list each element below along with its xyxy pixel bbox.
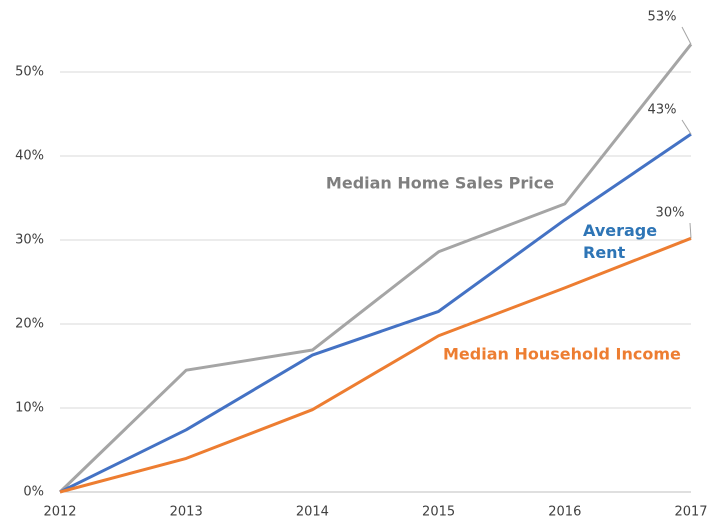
data-label: 30%: [656, 206, 685, 221]
data-label: 53%: [648, 10, 677, 25]
x-tick-label: 2012: [43, 505, 76, 520]
series-line: [59, 132, 692, 494]
series-line: [58, 43, 693, 494]
data-label: 43%: [648, 103, 677, 118]
x-tick-label: 2016: [548, 505, 581, 520]
y-tick-label: 0%: [23, 485, 44, 500]
x-tick-label: 2017: [674, 505, 707, 520]
series-line: [59, 236, 692, 494]
x-tick-label: 2013: [170, 505, 203, 520]
leader-line: [689, 222, 692, 239]
series-label: Average Rent: [583, 221, 657, 262]
leader-line: [681, 119, 692, 135]
y-tick-label: 30%: [15, 233, 44, 248]
y-tick-label: 20%: [15, 317, 44, 332]
series-label: Median Household Income: [443, 345, 681, 364]
y-tick-label: 40%: [15, 149, 44, 164]
leader-line: [681, 26, 692, 45]
x-tick-label: 2014: [296, 505, 329, 520]
y-tick-label: 50%: [15, 65, 44, 80]
x-tick-label: 2015: [422, 505, 455, 520]
series-label: Median Home Sales Price: [326, 174, 554, 193]
y-tick-label: 10%: [15, 401, 44, 416]
